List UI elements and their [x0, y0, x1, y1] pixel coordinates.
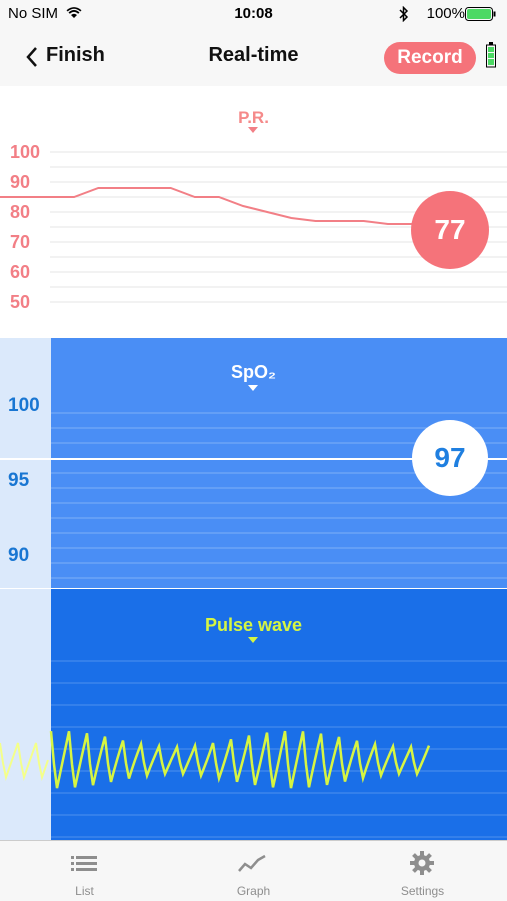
- spo2-value: 97: [412, 420, 488, 496]
- record-button[interactable]: Record: [384, 42, 476, 74]
- list-icon: [71, 856, 97, 871]
- spo2-marker-icon: [248, 385, 258, 391]
- pr-tick: 100: [10, 142, 41, 162]
- wifi-icon: [66, 7, 82, 18]
- graph-icon: [238, 854, 266, 872]
- spo2-axis: [0, 338, 51, 588]
- battery-percent: 100%: [426, 5, 465, 22]
- pulse-wave-grid: [51, 660, 507, 838]
- spo2-tick: 90: [8, 545, 30, 566]
- pr-tick: 70: [10, 232, 31, 252]
- pr-tick: 80: [10, 202, 31, 222]
- gear-icon: [410, 851, 434, 875]
- pr-tick: 60: [10, 262, 31, 282]
- pulse-wave-plot: [0, 730, 431, 789]
- tab-graph-label: Graph: [236, 884, 271, 898]
- pulse-rate-panel: P.R. 100 90 80 70 60 50 77: [0, 86, 507, 338]
- status-bar: No SIM 10:08 100%: [0, 0, 507, 28]
- battery-icon: [465, 7, 496, 21]
- bluetooth-icon: [399, 6, 409, 22]
- tab-settings-label: Settings: [400, 884, 445, 898]
- spo2-tick: 100: [8, 395, 40, 416]
- tab-bar: List Graph Settings: [0, 840, 507, 901]
- pulse-rate-grid: [0, 151, 507, 303]
- pr-tick: 50: [10, 292, 31, 312]
- finish-label: Finish: [46, 44, 105, 66]
- pulse-wave-title: Pulse wave: [204, 615, 303, 635]
- tab-list-label: List: [75, 884, 94, 898]
- pulse-rate-title: P.R.: [238, 108, 269, 127]
- spo2-tick: 95: [8, 470, 30, 491]
- pr-marker-icon: [248, 127, 258, 133]
- pulse-wave-panel: [0, 589, 507, 840]
- device-battery-icon: [486, 42, 496, 68]
- tab-graph[interactable]: Graph: [169, 841, 338, 901]
- tab-list[interactable]: List: [0, 841, 169, 901]
- pulse-rate-value: 77: [411, 191, 489, 269]
- pulse-wave-axis: [0, 589, 51, 840]
- tab-settings[interactable]: Settings: [338, 841, 507, 901]
- pulse-wave-trace-history: [0, 742, 49, 782]
- spo2-title: SpO₂: [231, 362, 276, 382]
- pulse-rate-trend-line: [0, 187, 412, 225]
- page-title: Real-time: [208, 44, 299, 66]
- pulse-marker-icon: [248, 637, 258, 643]
- clock-label: 10:08: [234, 5, 273, 22]
- pulse-wave-trace: [49, 730, 431, 789]
- navigation-bar: Finish Real-time Record: [0, 28, 507, 87]
- pr-tick: 90: [10, 172, 31, 192]
- chevron-left-icon: [26, 47, 37, 67]
- carrier-label: No SIM: [8, 5, 59, 22]
